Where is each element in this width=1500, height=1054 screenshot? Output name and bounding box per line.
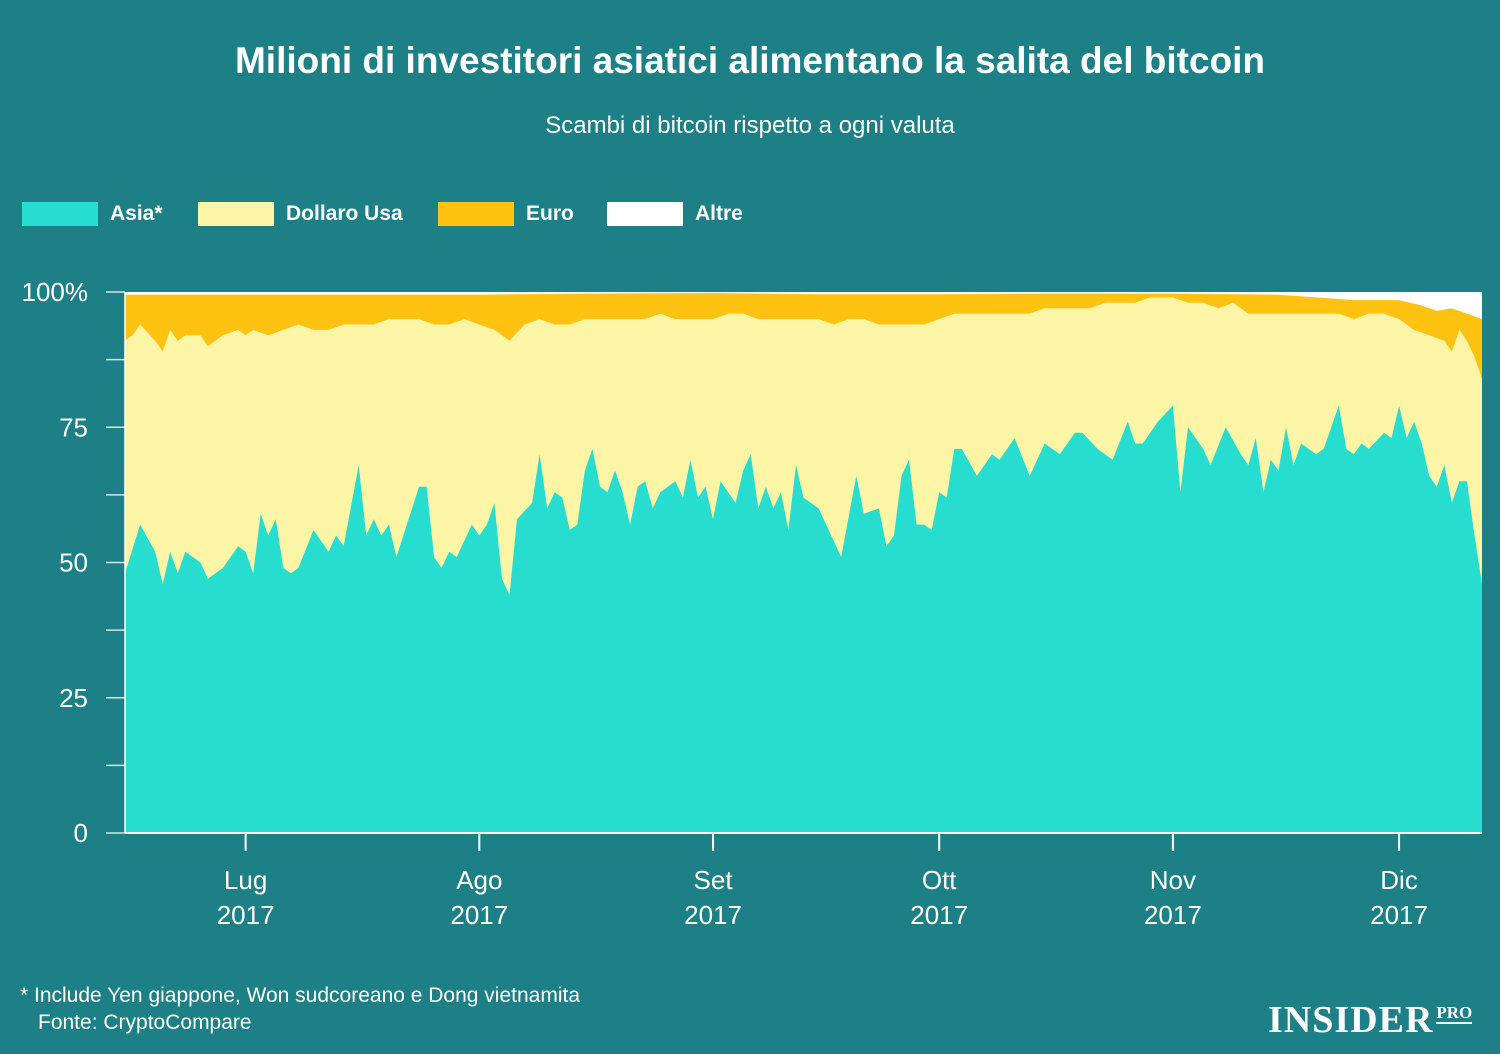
chart-title: Milioni di investitori asiatici alimenta…: [234, 40, 1266, 81]
x-tick-label-month: Nov: [1150, 865, 1196, 895]
legend-item-euro: Euro: [438, 198, 574, 230]
legend-item-dollaro-usa: Dollaro Usa: [198, 198, 403, 230]
x-tick-label-month: Set: [694, 865, 734, 895]
x-tick-label-year: 2017: [1144, 900, 1202, 930]
legend-label-asia: Asia*: [110, 202, 163, 225]
logo-sub-text: PRO: [1436, 1003, 1473, 1024]
footnote-note: * Include Yen giappone, Won sudcoreano e…: [20, 984, 581, 1007]
legend-item-asia: Asia*: [22, 198, 163, 230]
insider-pro-logo: INSIDER PRO: [1268, 998, 1473, 1042]
x-tick-label-year: 2017: [684, 900, 742, 930]
area-asia: [125, 405, 1482, 833]
footnote: * Include Yen giappone, Won sudcoreano e…: [20, 982, 580, 1036]
legend-label-altre: Altre: [695, 202, 743, 225]
x-tick-label-month: Dic: [1380, 865, 1418, 895]
y-tick-label: 50: [59, 548, 88, 578]
legend-swatch-asia: [22, 202, 98, 226]
x-tick-label-year: 2017: [1370, 900, 1428, 930]
legend-swatch-altre: [607, 202, 683, 226]
y-tick-label: 25: [59, 683, 88, 713]
x-tick-label-year: 2017: [217, 900, 275, 930]
x-tick-label-month: Ago: [456, 865, 502, 895]
x-tick-label-year: 2017: [450, 900, 508, 930]
y-tick-label: 100%: [22, 277, 89, 307]
y-tick-label: 0: [74, 818, 88, 848]
legend-swatch-dollaro-usa: [198, 202, 274, 226]
y-tick-label: 75: [59, 412, 88, 442]
legend-item-altre: Altre: [607, 198, 743, 230]
x-tick-label-year: 2017: [910, 900, 968, 930]
legend-label-dollaro-usa: Dollaro Usa: [286, 202, 403, 225]
legend-swatch-euro: [438, 202, 514, 226]
x-tick-label-month: Lug: [224, 865, 267, 895]
legend-label-euro: Euro: [526, 202, 574, 225]
x-tick-label-month: Ott: [922, 865, 957, 895]
logo-main-text: INSIDER: [1268, 999, 1434, 1041]
footnote-source: Fonte: CryptoCompare: [38, 1011, 252, 1034]
chart-subtitle: Scambi di bitcoin rispetto a ogni valuta: [545, 112, 955, 139]
legend: Asia* Dollaro Usa Euro Altre: [0, 198, 1500, 230]
